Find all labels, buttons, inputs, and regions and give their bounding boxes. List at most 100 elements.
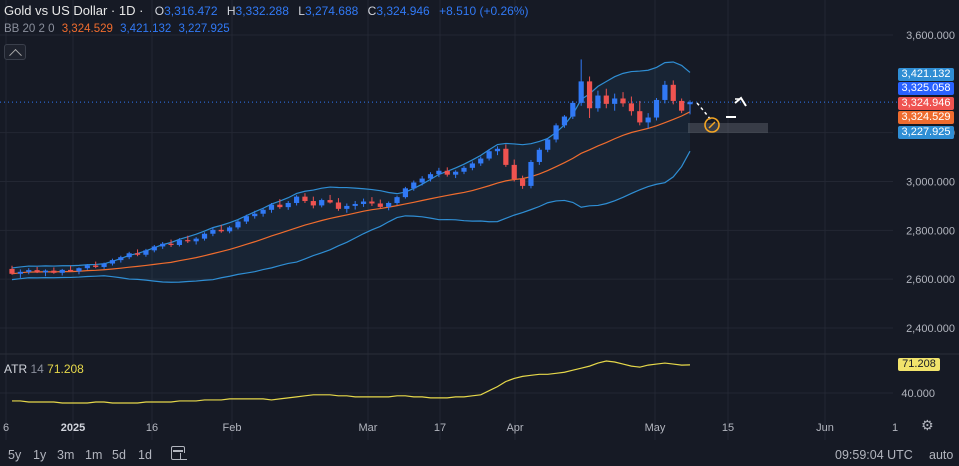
bb-lower-value: 3,227.925 — [178, 23, 230, 35]
range-5d-button[interactable]: 5d — [112, 448, 126, 462]
candle-body — [620, 98, 626, 104]
projection-peak — [734, 96, 747, 107]
candle-body — [377, 203, 383, 207]
bottom-toolbar: 5y 1y 3m 1m 5d 1d 09:59:04 UTC auto — [0, 443, 959, 466]
auto-scale-toggle[interactable]: auto — [929, 448, 954, 462]
atr-pane — [12, 360, 691, 404]
candle-body — [436, 170, 442, 175]
candle — [302, 193, 308, 203]
candle — [34, 266, 40, 274]
time-tick-label: 15 — [722, 422, 734, 434]
candle-body — [545, 139, 551, 150]
utc-clock[interactable]: 09:59:04 UTC — [835, 448, 913, 462]
candle-body — [653, 99, 660, 118]
atr-value-tag: 71.208 — [898, 358, 940, 371]
candle — [51, 267, 57, 274]
candle-body — [268, 204, 275, 210]
candle-body — [76, 268, 82, 272]
candle — [143, 248, 149, 257]
candle-body — [134, 253, 141, 255]
candle-body — [143, 250, 149, 255]
bb-upper-value: 3,421.132 — [120, 23, 172, 35]
candle-body — [687, 102, 693, 105]
calendar-range-icon[interactable] — [171, 446, 187, 460]
candle-body — [210, 229, 216, 234]
time-tick-label: Jun — [816, 422, 834, 434]
candle-body — [469, 163, 475, 168]
time-axis[interactable]: 6 2025 16 Feb Mar 17 Apr May 15 Jun 1 — [3, 422, 898, 434]
candle-body — [453, 171, 459, 175]
bb-legend[interactable]: BB 20 2 0 3,324.529 3,421.132 3,227.925 — [4, 23, 230, 35]
bb-lower-line — [11, 150, 691, 283]
candle — [243, 214, 249, 224]
candle — [444, 167, 450, 177]
settings-gear-icon[interactable]: ⚙ — [921, 417, 934, 433]
bb-basis-line — [11, 111, 691, 275]
candle — [134, 249, 141, 257]
candle-body — [411, 182, 417, 189]
candle — [109, 258, 116, 266]
candle-body — [168, 243, 174, 245]
candle — [570, 100, 576, 119]
candle-body — [42, 270, 49, 273]
candle-body — [277, 204, 283, 208]
atr-value: 71.208 — [47, 362, 84, 376]
collapse-legend-button[interactable] — [4, 44, 26, 62]
price-tick-label: 3,000.000 — [906, 177, 955, 189]
candle-body — [126, 253, 132, 258]
candle-body — [84, 265, 90, 269]
candle — [419, 176, 425, 186]
bb-upper-line — [11, 61, 691, 269]
price-tick-label: 3,600.000 — [906, 30, 955, 42]
time-tick-label: 17 — [434, 422, 446, 434]
candle-body — [260, 209, 266, 214]
candle — [285, 201, 291, 210]
range-1y-button[interactable]: 1y — [33, 448, 47, 462]
candle — [394, 195, 400, 205]
time-tick-label: 6 — [3, 422, 9, 434]
replay-marker — [704, 117, 720, 133]
candle-body — [17, 271, 23, 274]
open-value: 3,316.472 — [164, 4, 218, 18]
candle-body — [176, 240, 183, 245]
range-3m-button[interactable]: 3m — [57, 448, 75, 462]
candle-body — [511, 164, 517, 180]
candle — [227, 225, 233, 234]
candle-body — [402, 188, 409, 198]
candle — [386, 201, 392, 211]
candle-body — [369, 201, 375, 204]
candle-body — [679, 100, 685, 111]
candle-body — [503, 148, 509, 165]
candle — [469, 161, 475, 171]
candle — [427, 172, 434, 182]
candle-body — [386, 202, 392, 207]
atr-legend[interactable]: ATR 14 71.208 — [4, 362, 84, 376]
candle-body — [645, 117, 651, 123]
bb-lower-tag: 3,227.925 — [898, 126, 954, 139]
candle — [620, 92, 626, 107]
candle — [595, 90, 601, 112]
symbol-title[interactable]: Gold vs US Dollar · 1D · — [4, 3, 144, 18]
candle — [360, 198, 367, 207]
bb-basis-value: 3,324.529 — [61, 23, 113, 35]
candle-body — [302, 196, 308, 202]
range-1d-button[interactable]: 1d — [138, 448, 152, 462]
candle — [277, 199, 283, 209]
bb-fill — [12, 61, 690, 283]
candle-body — [427, 174, 434, 179]
candle — [252, 210, 258, 219]
candle-body — [9, 268, 15, 274]
price-tick-label: 2,600.000 — [906, 274, 955, 286]
candle — [93, 261, 99, 269]
candle — [402, 186, 409, 199]
range-1m-button[interactable]: 1m — [85, 448, 103, 462]
low-value: 3,274.688 — [304, 4, 359, 18]
candle — [344, 203, 350, 213]
high-label: H — [226, 4, 236, 18]
range-5y-button[interactable]: 5y — [8, 448, 22, 462]
high-value: 3,332.288 — [235, 4, 289, 18]
projection-dash — [696, 102, 712, 121]
candle-body — [394, 197, 400, 203]
candle-body — [67, 269, 74, 272]
